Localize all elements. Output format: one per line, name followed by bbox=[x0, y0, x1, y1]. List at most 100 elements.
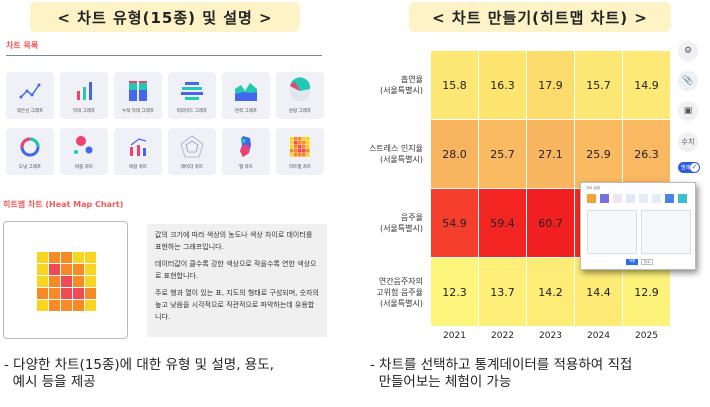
chart-type-option[interactable] bbox=[678, 194, 687, 203]
chart-type-option[interactable] bbox=[626, 194, 635, 203]
cancel-button[interactable]: 취소 bbox=[641, 259, 653, 265]
chart-type-option[interactable] bbox=[639, 194, 648, 203]
preview-cell bbox=[85, 276, 96, 287]
heatmap-cell[interactable]: 14.2 bbox=[527, 258, 574, 326]
chart-card-radar-chart[interactable]: 레이더 차트 bbox=[168, 128, 216, 175]
chart-card-map-chart[interactable]: 맵 차트 bbox=[222, 128, 270, 175]
preview-cell bbox=[61, 252, 72, 263]
selected-data-panel[interactable] bbox=[641, 210, 691, 254]
chart-type-option[interactable] bbox=[587, 194, 596, 203]
chart-card-bubble-chart[interactable]: 버블 차트 bbox=[60, 128, 108, 175]
pie-chart-icon bbox=[290, 77, 311, 101]
heatmap-cell[interactable]: 14.9 bbox=[623, 51, 670, 119]
caption-line: - 차트를 선택하고 통계데이터를 적용하여 직접 bbox=[370, 357, 633, 373]
heatmap-cell[interactable]: 15.8 bbox=[431, 51, 478, 119]
chart-type-option[interactable] bbox=[600, 194, 609, 203]
chart-card-line-chart[interactable]: 꺾은선 그래프 bbox=[6, 72, 54, 119]
heatmap-cell[interactable]: 25.7 bbox=[479, 120, 526, 188]
chart-card-label: 피라미드 그래프 bbox=[176, 109, 208, 114]
chart-card-label: 레이더 차트 bbox=[180, 165, 204, 170]
year-label: 2025 bbox=[635, 331, 658, 341]
chart-type-option[interactable] bbox=[665, 194, 674, 203]
heatmap-cell[interactable]: 59.4 bbox=[479, 189, 526, 257]
preview-cell bbox=[37, 252, 48, 263]
apply-button[interactable]: 적용 bbox=[626, 259, 638, 265]
paperclip-icon[interactable]: 📎 bbox=[678, 71, 698, 91]
left-caption: - 다양한 차트(15종)에 대한 유형 및 설명, 용도, 예시 등을 제공 bbox=[4, 357, 274, 391]
chart-card-stacked-bar-chart[interactable]: 누적 막대 그래프 bbox=[114, 72, 162, 119]
chart-card-label: 면적 그래프 bbox=[234, 109, 258, 114]
legend-toggle-label: 범례 bbox=[681, 165, 691, 171]
bubble-chart-icon bbox=[74, 136, 93, 154]
preview-cell bbox=[37, 276, 48, 287]
data-list-panel[interactable] bbox=[587, 210, 637, 254]
chart-card-label: 히트맵 차트 bbox=[288, 165, 312, 170]
preview-cell bbox=[37, 264, 48, 275]
row-label: 흡연율 (서울특별시) bbox=[343, 74, 423, 96]
preview-cell bbox=[85, 300, 96, 311]
chart-type-option[interactable] bbox=[613, 194, 622, 203]
preview-cell bbox=[73, 252, 84, 263]
preview-cell bbox=[49, 300, 60, 311]
chart-settings-dialog: 차트 설정 적용 취소 bbox=[580, 182, 696, 270]
donut-chart-icon bbox=[20, 137, 40, 157]
value-toggle-button[interactable]: 수치 bbox=[678, 132, 698, 152]
chart-card-pyramid-chart[interactable]: 피라미드 그래프 bbox=[168, 72, 216, 119]
right-section-title: < 차트 만들기(히트맵 차트) > bbox=[409, 2, 671, 32]
heatmap-cell[interactable]: 26.3 bbox=[623, 120, 670, 188]
chart-card-label: 막대 그래프 bbox=[72, 109, 96, 114]
row-label-line: (서울특별시) bbox=[379, 86, 423, 95]
year-label: 2021 bbox=[443, 331, 466, 341]
chart-card-label: 맵 차트 bbox=[239, 165, 253, 170]
chart-card-label: 누적 막대 그래프 bbox=[122, 109, 154, 114]
preview-cell bbox=[49, 264, 60, 275]
save-icon[interactable]: ▣ bbox=[678, 101, 698, 121]
chart-detail-heading: 히트맵 차트 (Heat Map Chart) bbox=[3, 200, 124, 209]
chart-card-heatmap-chart[interactable]: 히트맵 차트 bbox=[276, 128, 324, 175]
row-label-line: 음주율 bbox=[400, 213, 423, 222]
chart-card-label: 꺾은선 그래프 bbox=[16, 109, 44, 114]
chart-type-option[interactable] bbox=[652, 194, 661, 203]
chart-card-donut-chart[interactable]: 도넛 그래프 bbox=[6, 128, 54, 175]
left-section-title: < 차트 유형(15종) 및 설명 > bbox=[30, 2, 300, 32]
preview-cell bbox=[85, 252, 96, 263]
row-label-line: (서울특별시) bbox=[379, 155, 423, 164]
preview-cell bbox=[85, 264, 96, 275]
chart-card-combo-chart[interactable]: 복합 차트 bbox=[114, 128, 162, 175]
row-label-line: (서울특별시) bbox=[379, 224, 423, 233]
caption-line: 예시 등을 제공 bbox=[4, 374, 96, 390]
heatmap-cell[interactable]: 54.9 bbox=[431, 189, 478, 257]
preview-cell bbox=[73, 300, 84, 311]
heatmap-cell[interactable]: 17.9 bbox=[527, 51, 574, 119]
desc-paragraph: 데이터값이 클수록 강한 색상으로 작을수록 연한 색상으로 표현합니다. bbox=[155, 260, 317, 280]
divider bbox=[6, 55, 322, 56]
line-chart-icon bbox=[19, 83, 41, 99]
legend-toggle[interactable]: 범례 ✓ bbox=[678, 162, 700, 173]
chart-card-area-chart[interactable]: 면적 그래프 bbox=[222, 72, 270, 119]
preview-cell bbox=[73, 276, 84, 287]
year-label: 2023 bbox=[539, 331, 562, 341]
heatmap-cell[interactable]: 25.9 bbox=[575, 120, 622, 188]
row-label: 스트레스 인지율 (서울특별시) bbox=[343, 143, 423, 165]
heatmap-cell[interactable]: 16.3 bbox=[479, 51, 526, 119]
area-chart-icon bbox=[235, 83, 257, 101]
row-label-line: 고위험 음주율 bbox=[376, 287, 423, 297]
year-label: 2024 bbox=[587, 331, 610, 341]
heatmap-cell[interactable]: 15.7 bbox=[575, 51, 622, 119]
gear-icon[interactable]: ⚙ bbox=[678, 41, 698, 61]
radar-chart-icon bbox=[180, 135, 204, 158]
preview-cell bbox=[73, 288, 84, 299]
heatmap-cell[interactable]: 60.7 bbox=[527, 189, 574, 257]
row-label-line: (서울특별시) bbox=[379, 298, 423, 308]
chart-description: 값의 크기에 따라 색상의 농도나 색상 차이로 데이터를 표현하는 그래프입니… bbox=[147, 224, 327, 337]
heatmap-cell[interactable]: 12.3 bbox=[431, 258, 478, 326]
heatmap-cell[interactable]: 28.0 bbox=[431, 120, 478, 188]
chart-card-label: 원형 그래프 bbox=[288, 109, 312, 114]
preview-cell bbox=[85, 288, 96, 299]
heatmap-cell[interactable]: 13.7 bbox=[479, 258, 526, 326]
chart-card-label: 도넛 그래프 bbox=[18, 165, 42, 170]
chart-card-pie-chart[interactable]: 원형 그래프 bbox=[276, 72, 324, 119]
chart-card-bar-chart[interactable]: 막대 그래프 bbox=[60, 72, 108, 119]
caption-line: 만들어보는 체험이 가능 bbox=[370, 374, 512, 390]
heatmap-cell[interactable]: 27.1 bbox=[527, 120, 574, 188]
